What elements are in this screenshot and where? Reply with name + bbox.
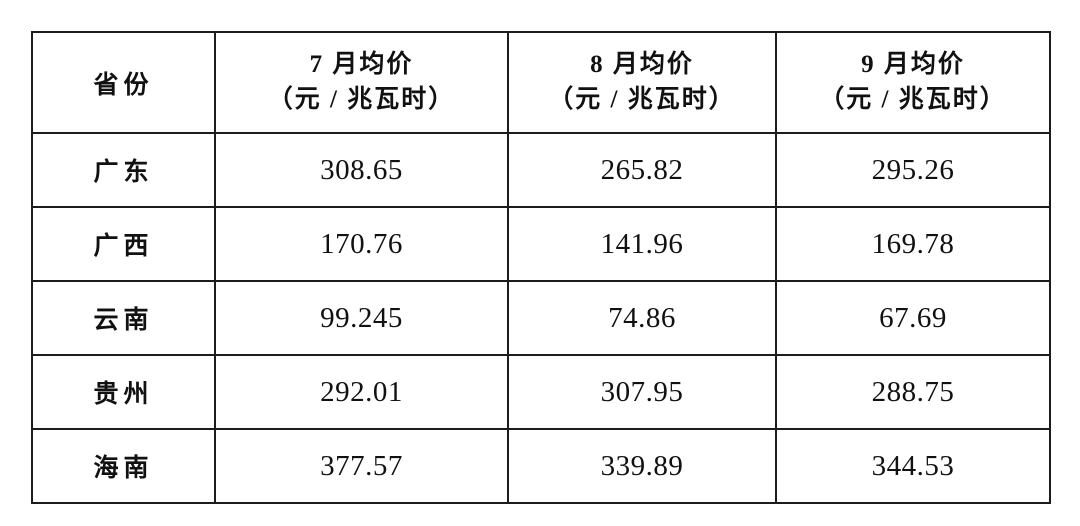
column-header-september: 9 月均价 （元 / 兆瓦时） — [775, 31, 1051, 134]
price-cell-aug: 307.95 — [507, 354, 777, 430]
price-cell-jul: 377.57 — [214, 428, 509, 504]
july-header-unit: （元 / 兆瓦时） — [267, 85, 456, 113]
province-cell: 广东 — [31, 132, 216, 208]
august-header-title: 8 月均价 — [590, 51, 694, 78]
price-cell-aug: 141.96 — [507, 206, 777, 282]
header-row: 省份 7 月均价 （元 / 兆瓦时） 8 月均价 （元 / 兆瓦时） 9 月均价… — [31, 31, 1051, 134]
september-header-unit: （元 / 兆瓦时） — [819, 85, 1007, 113]
august-header-unit: （元 / 兆瓦时） — [548, 85, 736, 113]
province-cell: 广西 — [31, 206, 216, 282]
september-header-title: 9 月均价 — [861, 51, 965, 78]
table-row-guizhou: 贵州 292.01 307.95 288.75 — [31, 354, 1051, 430]
july-header-title: 7 月均价 — [309, 51, 414, 78]
table-row-hainan: 海南 377.57 339.89 344.53 — [31, 428, 1051, 504]
price-cell-jul: 292.01 — [214, 354, 509, 430]
column-header-july: 7 月均价 （元 / 兆瓦时） — [214, 31, 509, 134]
price-cell-sep: 67.69 — [775, 280, 1051, 356]
table-row-guangdong: 广东 308.65 265.82 295.26 — [31, 132, 1051, 208]
price-cell-aug: 265.82 — [507, 132, 777, 208]
province-cell: 贵州 — [31, 354, 216, 430]
column-header-province: 省份 — [31, 31, 216, 134]
column-header-august: 8 月均价 （元 / 兆瓦时） — [507, 31, 777, 134]
price-cell-sep: 295.26 — [775, 132, 1051, 208]
price-cell-aug: 74.86 — [507, 280, 777, 356]
province-cell: 云南 — [31, 280, 216, 356]
table-row-yunnan: 云南 99.245 74.86 67.69 — [31, 280, 1051, 356]
price-cell-jul: 99.245 — [214, 280, 509, 356]
price-cell-sep: 288.75 — [775, 354, 1051, 430]
price-cell-jul: 308.65 — [214, 132, 509, 208]
province-header-label: 省份 — [93, 71, 154, 99]
price-cell-sep: 344.53 — [775, 428, 1051, 504]
province-price-table: 省份 7 月均价 （元 / 兆瓦时） 8 月均价 （元 / 兆瓦时） 9 月均价… — [31, 31, 1051, 504]
price-cell-jul: 170.76 — [214, 206, 509, 282]
price-cell-aug: 339.89 — [507, 428, 777, 504]
price-cell-sep: 169.78 — [775, 206, 1051, 282]
table-row-guangxi: 广西 170.76 141.96 169.78 — [31, 206, 1051, 282]
province-cell: 海南 — [31, 428, 216, 504]
